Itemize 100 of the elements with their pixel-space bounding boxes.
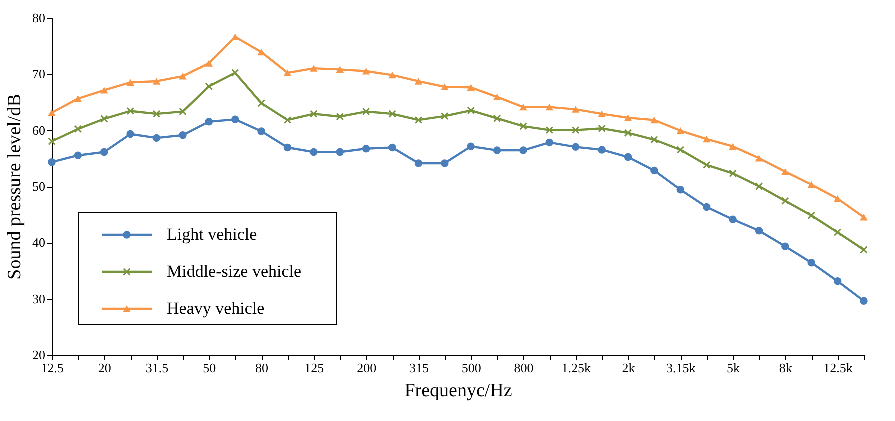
x-tick-label: 1.25k bbox=[562, 360, 592, 376]
point bbox=[493, 146, 502, 154]
point bbox=[467, 106, 476, 115]
point bbox=[572, 126, 580, 134]
point bbox=[231, 69, 240, 77]
point bbox=[624, 129, 632, 138]
x-tick-label: 12.5k bbox=[824, 360, 854, 376]
point bbox=[258, 99, 266, 108]
x-tick-label: 200 bbox=[357, 360, 377, 376]
point bbox=[624, 153, 632, 162]
point bbox=[74, 125, 82, 134]
point bbox=[650, 116, 658, 124]
y-tick-label: 50 bbox=[32, 179, 46, 194]
point bbox=[702, 203, 711, 212]
point bbox=[310, 110, 318, 118]
point bbox=[362, 108, 370, 116]
point bbox=[546, 138, 554, 147]
x-tick-label: 8k bbox=[779, 360, 793, 376]
point bbox=[414, 78, 423, 85]
point bbox=[310, 65, 318, 72]
y-tick-label: 70 bbox=[32, 66, 46, 82]
point bbox=[702, 161, 711, 170]
point bbox=[152, 78, 161, 85]
point bbox=[336, 148, 344, 156]
point bbox=[782, 168, 790, 176]
point bbox=[310, 148, 318, 156]
y-tick-label: 80 bbox=[32, 10, 46, 26]
point bbox=[205, 118, 214, 126]
point bbox=[598, 124, 606, 133]
point bbox=[152, 134, 161, 142]
point bbox=[702, 136, 711, 143]
y-axis-title: Sound pressure level/dB bbox=[4, 94, 26, 280]
x-tick-label: 31.5 bbox=[146, 360, 169, 376]
point bbox=[74, 96, 82, 102]
x-tick-label: 5k bbox=[727, 360, 741, 376]
point bbox=[179, 132, 187, 140]
point bbox=[729, 170, 737, 178]
point bbox=[782, 197, 790, 206]
point bbox=[624, 114, 632, 122]
legend-label: Light vehicle bbox=[167, 225, 258, 244]
y-tick-label: 60 bbox=[32, 122, 46, 138]
point bbox=[258, 48, 266, 56]
legend-label: Middle-size vehicle bbox=[167, 262, 302, 281]
point bbox=[520, 104, 528, 111]
legend-label: Heavy vehicle bbox=[167, 299, 265, 318]
point bbox=[520, 122, 528, 130]
point bbox=[284, 116, 292, 124]
point bbox=[755, 155, 764, 162]
x-tick-label: 315 bbox=[409, 360, 429, 376]
point bbox=[441, 160, 449, 168]
x-tick-label: 50 bbox=[203, 360, 216, 376]
point bbox=[676, 128, 685, 134]
y-tick-label: 40 bbox=[32, 235, 46, 250]
point bbox=[205, 82, 214, 90]
point bbox=[493, 114, 502, 122]
point bbox=[808, 212, 816, 220]
point bbox=[546, 104, 554, 111]
x-tick-label: 800 bbox=[514, 360, 534, 376]
point bbox=[834, 196, 842, 202]
point bbox=[808, 259, 816, 267]
point bbox=[414, 116, 423, 124]
point bbox=[808, 181, 816, 188]
point bbox=[650, 166, 658, 175]
point bbox=[100, 87, 108, 94]
point bbox=[546, 126, 554, 134]
point bbox=[755, 182, 764, 190]
point bbox=[572, 106, 580, 113]
point bbox=[258, 128, 266, 136]
point bbox=[860, 246, 868, 254]
point bbox=[388, 144, 396, 152]
point bbox=[572, 143, 580, 152]
point bbox=[493, 94, 502, 101]
x-tick-label: 12.5 bbox=[41, 360, 64, 376]
point bbox=[205, 60, 214, 67]
y-tick-label: 20 bbox=[32, 348, 46, 362]
point bbox=[440, 112, 449, 120]
point bbox=[126, 79, 134, 86]
x-tick-label: 3.15k bbox=[666, 360, 696, 376]
point bbox=[782, 242, 790, 250]
point bbox=[284, 70, 292, 76]
point bbox=[467, 142, 475, 150]
point bbox=[598, 146, 606, 154]
x-axis-title: Frequenyc/Hz bbox=[404, 380, 512, 402]
point bbox=[729, 216, 737, 224]
point bbox=[48, 158, 56, 166]
point bbox=[860, 214, 868, 221]
point bbox=[598, 110, 606, 118]
point bbox=[74, 152, 82, 160]
point bbox=[100, 148, 108, 156]
point bbox=[676, 186, 685, 194]
point bbox=[441, 84, 449, 90]
x-tick-label: 80 bbox=[256, 360, 269, 376]
point bbox=[729, 143, 737, 150]
point bbox=[336, 112, 344, 121]
point bbox=[520, 146, 528, 154]
point bbox=[231, 34, 240, 40]
y-tick-label: 30 bbox=[32, 291, 46, 306]
point bbox=[676, 146, 685, 154]
point bbox=[467, 84, 475, 91]
point bbox=[362, 68, 370, 75]
